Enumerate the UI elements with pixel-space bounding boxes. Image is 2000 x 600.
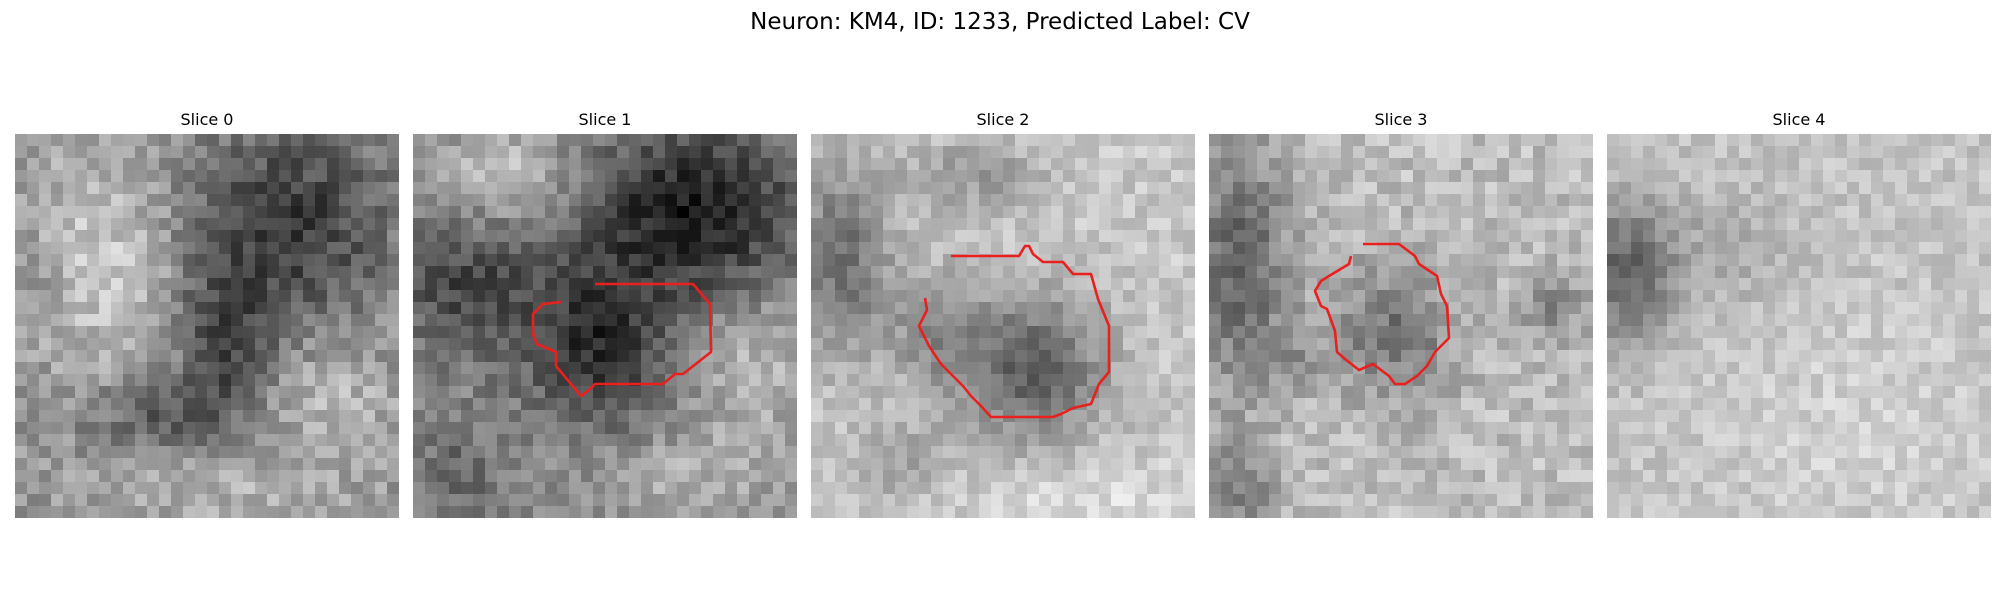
slice-title-3: Slice 3 (1374, 110, 1428, 129)
slice-title-4: Slice 4 (1772, 110, 1826, 129)
slice-image-2 (811, 134, 1195, 518)
figure-title: Neuron: KM4, ID: 1233, Predicted Label: … (750, 9, 1250, 35)
slice-panel-2: Slice 2 (811, 110, 1195, 518)
slice-panel-0: Slice 0 (15, 110, 399, 518)
slice-image-1 (413, 134, 797, 518)
slice-panel-4: Slice 4 (1607, 110, 1991, 518)
slice-title-1: Slice 1 (578, 110, 632, 129)
slice-panel-1: Slice 1 (413, 110, 797, 518)
slice-image-3 (1209, 134, 1593, 518)
slice-image-4 (1607, 134, 1991, 518)
slice-title-2: Slice 2 (976, 110, 1030, 129)
slice-panel-3: Slice 3 (1209, 110, 1593, 518)
slice-image-0 (15, 134, 399, 518)
slice-title-0: Slice 0 (180, 110, 234, 129)
